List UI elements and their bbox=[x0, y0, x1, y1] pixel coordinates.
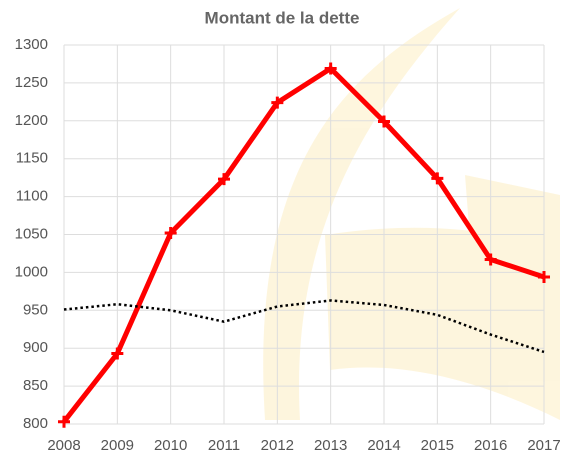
x-tick-label: 2014 bbox=[367, 437, 400, 454]
y-tick-label: 1050 bbox=[15, 225, 48, 242]
y-tick-label: 1250 bbox=[15, 74, 48, 91]
point-marker bbox=[58, 415, 70, 428]
logo-swoosh bbox=[263, 8, 460, 420]
y-tick-label: 900 bbox=[23, 339, 48, 356]
y-tick-label: 800 bbox=[23, 415, 48, 432]
y-tick-label: 1300 bbox=[15, 36, 48, 53]
chart-title: Montant de la dette bbox=[205, 8, 360, 27]
y-tick-label: 1000 bbox=[15, 263, 48, 280]
y-tick-label: 1200 bbox=[15, 112, 48, 129]
x-tick-label: 2016 bbox=[474, 437, 507, 454]
point-marker bbox=[538, 270, 550, 283]
point-marker bbox=[271, 96, 284, 109]
series-line bbox=[63, 299, 545, 354]
point-marker bbox=[164, 226, 177, 239]
point-marker bbox=[324, 62, 337, 75]
x-tick-label: 2012 bbox=[261, 437, 294, 454]
point-marker bbox=[218, 173, 230, 186]
plot-area bbox=[58, 62, 550, 428]
y-tick-label: 1100 bbox=[16, 188, 48, 205]
y-tick-label: 850 bbox=[23, 377, 48, 394]
logo-shape bbox=[325, 227, 560, 420]
grid bbox=[63, 44, 545, 425]
point-marker bbox=[111, 347, 124, 360]
point-marker bbox=[378, 115, 390, 128]
series-line bbox=[62, 65, 545, 424]
x-tick-label: 2013 bbox=[314, 437, 347, 454]
y-tick-label: 950 bbox=[23, 301, 48, 318]
x-tick-label: 2009 bbox=[101, 437, 134, 454]
x-tick-label: 2008 bbox=[47, 437, 80, 454]
background-logo bbox=[263, 8, 560, 420]
x-tick-label: 2015 bbox=[421, 437, 454, 454]
x-tick-label: 2017 bbox=[527, 437, 560, 454]
x-tick-label: 2011 bbox=[208, 437, 240, 454]
x-tick-label: 2010 bbox=[154, 437, 187, 454]
point-marker bbox=[431, 172, 444, 185]
y-tick-label: 1150 bbox=[16, 150, 48, 167]
point-marker bbox=[484, 253, 497, 266]
